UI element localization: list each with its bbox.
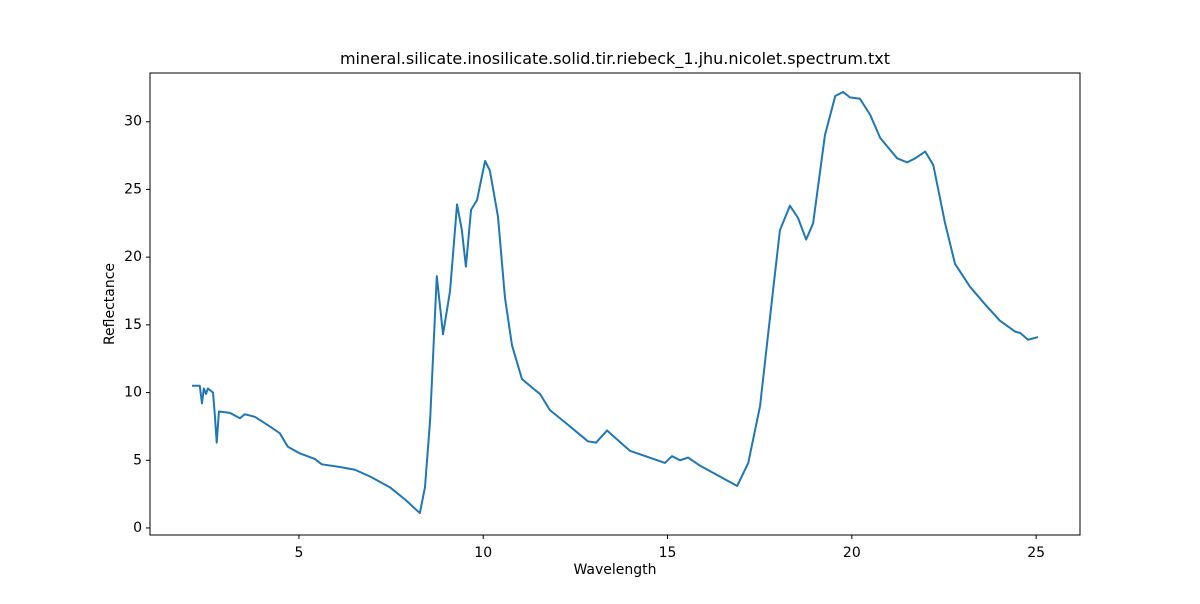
x-tick-label: 20	[843, 545, 861, 561]
y-axis-label: Reflectance	[102, 263, 118, 345]
data-line	[192, 90, 1039, 515]
x-tick-label: 10	[474, 545, 492, 561]
y-tick-label: 25	[124, 181, 142, 197]
plot-frame	[149, 72, 1081, 536]
x-tick-label: 5	[294, 545, 303, 561]
y-tick-label: 30	[124, 114, 142, 130]
y-tick-label: 5	[133, 452, 142, 468]
x-axis-label: Wavelength	[573, 562, 656, 578]
y-tick-label: 15	[124, 317, 142, 333]
x-tick-label: 25	[1027, 545, 1045, 561]
y-tick-label: 0	[133, 520, 142, 536]
chart-title: mineral.silicate.inosilicate.solid.tir.r…	[340, 49, 890, 69]
y-tick-label: 10	[124, 385, 142, 401]
y-tick-label: 20	[124, 249, 142, 265]
x-tick-label: 15	[659, 545, 677, 561]
